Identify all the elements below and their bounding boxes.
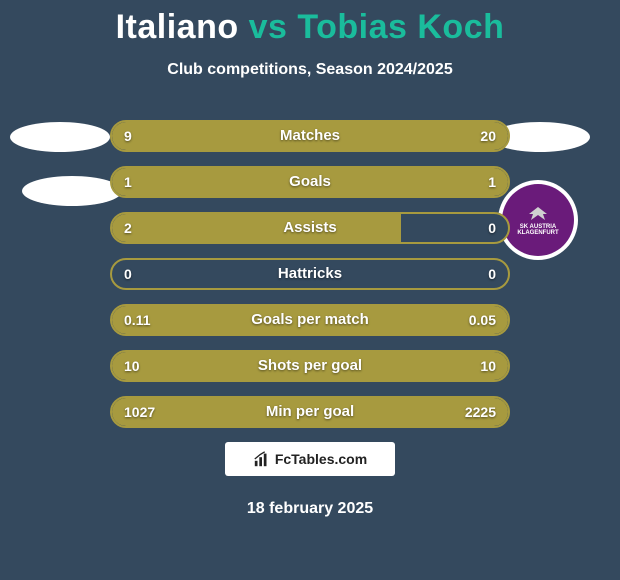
stat-value-right: 10 bbox=[480, 352, 496, 380]
stat-value-left: 9 bbox=[124, 122, 132, 150]
eagle-icon bbox=[523, 204, 553, 224]
club-label-line2: KLAGENFURT bbox=[517, 230, 558, 236]
player1-club-badge bbox=[22, 176, 122, 206]
stat-value-left: 0.11 bbox=[124, 306, 150, 334]
klagenfurt-logo: SK AUSTRIA KLAGENFURT bbox=[502, 184, 574, 256]
comparison-title: Italiano vs Tobias Koch bbox=[0, 0, 620, 47]
stat-row: Goals per match0.11 0.05 bbox=[110, 304, 510, 336]
player2-name: Tobias Koch bbox=[297, 8, 504, 46]
player2-club-badge: SK AUSTRIA KLAGENFURT bbox=[498, 180, 578, 260]
stat-row: Matches9 20 bbox=[110, 120, 510, 152]
stat-value-right: 0 bbox=[488, 260, 496, 288]
subtitle: Club competitions, Season 2024/2025 bbox=[0, 61, 620, 79]
stat-label: Hattricks bbox=[112, 260, 508, 288]
stat-label: Matches bbox=[112, 122, 508, 150]
stat-value-right: 1 bbox=[488, 168, 496, 196]
stat-label: Assists bbox=[112, 214, 508, 242]
player1-name: Italiano bbox=[116, 8, 239, 46]
stats-bars-container: Matches920Goals11Assists20Hattricks00Goa… bbox=[110, 120, 510, 442]
stat-label: Goals per match bbox=[112, 306, 508, 334]
chart-icon bbox=[253, 450, 271, 468]
vs-label: vs bbox=[249, 8, 288, 46]
stat-value-right: 0.05 bbox=[469, 306, 496, 334]
site-logo: FcTables.com bbox=[225, 442, 395, 476]
stat-value-right: 2225 bbox=[465, 398, 496, 426]
stat-value-left: 1 bbox=[124, 168, 132, 196]
stat-value-left: 0 bbox=[124, 260, 132, 288]
stat-value-left: 10 bbox=[124, 352, 140, 380]
stat-value-right: 0 bbox=[488, 214, 496, 242]
stat-row: Assists2 0 bbox=[110, 212, 510, 244]
stat-row: Goals1 1 bbox=[110, 166, 510, 198]
stat-value-right: 20 bbox=[480, 122, 496, 150]
stat-row: Shots per goal10 10 bbox=[110, 350, 510, 382]
stat-label: Min per goal bbox=[112, 398, 508, 426]
footer-date: 18 february 2025 bbox=[0, 500, 620, 518]
player1-flag-badge bbox=[10, 122, 110, 152]
stat-value-left: 1027 bbox=[124, 398, 155, 426]
site-name: FcTables.com bbox=[275, 451, 367, 467]
stat-label: Goals bbox=[112, 168, 508, 196]
stat-label: Shots per goal bbox=[112, 352, 508, 380]
stat-row: Min per goal1027 2225 bbox=[110, 396, 510, 428]
stat-value-left: 2 bbox=[124, 214, 132, 242]
stat-row: Hattricks0 0 bbox=[110, 258, 510, 290]
